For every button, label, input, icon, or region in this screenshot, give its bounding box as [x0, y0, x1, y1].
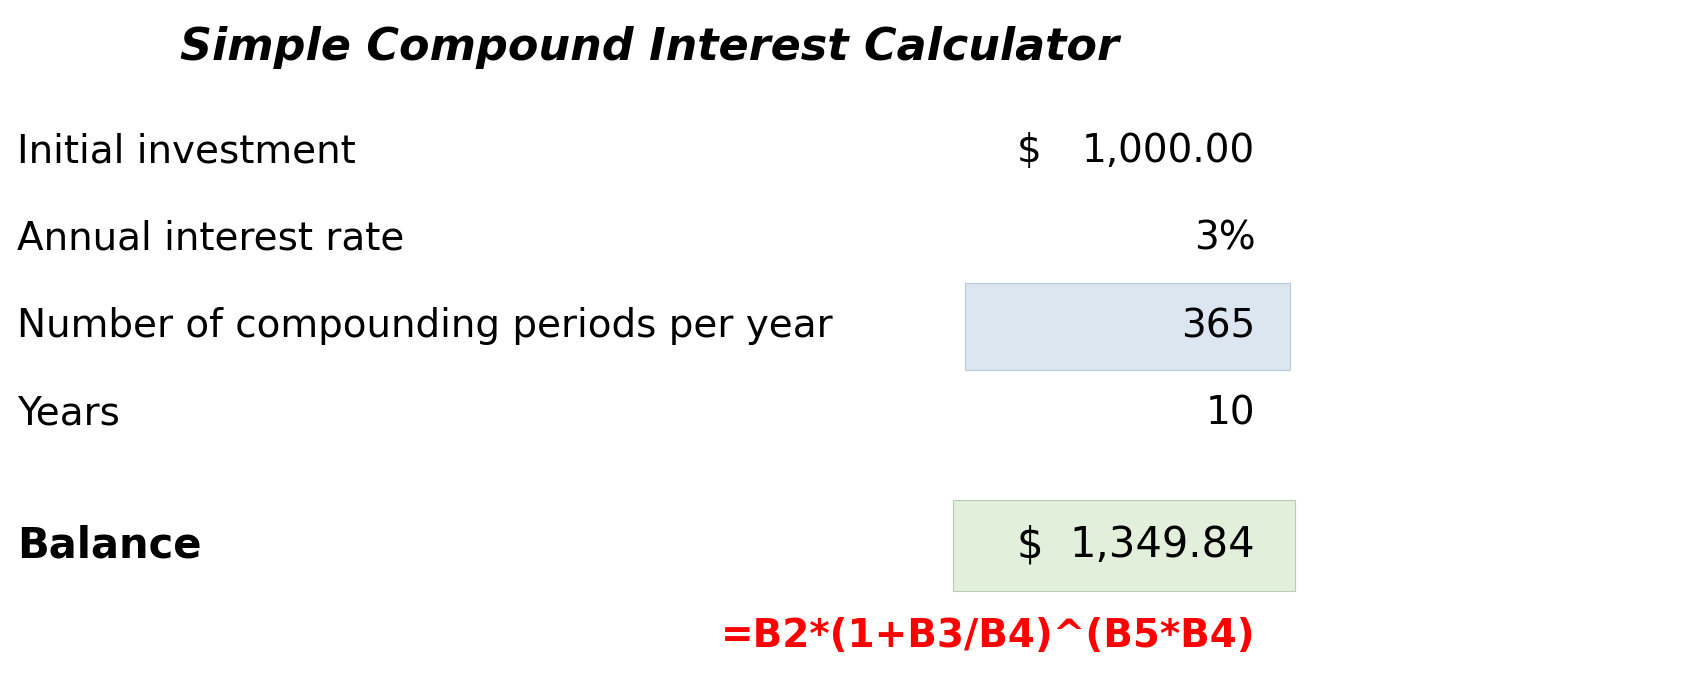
Text: Simple Compound Interest Calculator: Simple Compound Interest Calculator	[179, 26, 1118, 69]
Text: Balance: Balance	[17, 524, 201, 566]
Text: 1,349.84: 1,349.84	[1069, 524, 1255, 566]
Text: 1,000.00: 1,000.00	[1082, 133, 1255, 170]
Text: $: $	[1016, 524, 1043, 566]
Text: $: $	[1016, 133, 1040, 170]
Text: 365: 365	[1181, 308, 1255, 345]
Text: =B2*(1+B3/B4)^(B5*B4): =B2*(1+B3/B4)^(B5*B4)	[720, 617, 1255, 655]
Text: Initial investment: Initial investment	[17, 133, 355, 170]
Text: Number of compounding periods per year: Number of compounding periods per year	[17, 308, 833, 345]
Text: Years: Years	[17, 395, 119, 433]
FancyBboxPatch shape	[964, 283, 1289, 370]
Text: Annual interest rate: Annual interest rate	[17, 220, 405, 258]
FancyBboxPatch shape	[953, 499, 1294, 591]
Text: 10: 10	[1205, 395, 1255, 433]
Text: 3%: 3%	[1193, 220, 1255, 258]
